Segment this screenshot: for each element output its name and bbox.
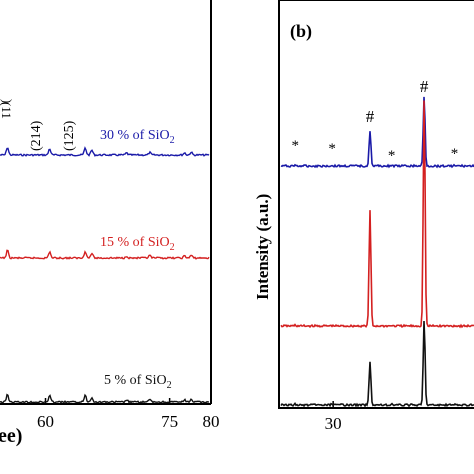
- hash-marker: #: [420, 77, 429, 96]
- peak-label-112-a: (11: [0, 102, 14, 119]
- series-label-15: 15 % of SiO2: [100, 235, 175, 253]
- panel-a-series: [0, 146, 210, 404]
- series-label-5: 5 % of SiO2: [104, 373, 172, 391]
- panel-b-ylabel: Intensity (a.u.): [253, 194, 272, 300]
- panel-a-xtick-label: 60: [37, 412, 54, 431]
- peak-label-125: (125): [62, 120, 77, 151]
- panel-b-label: (b): [290, 21, 312, 42]
- panel-b-series-line: [280, 96, 474, 169]
- panel-a-series-line: [0, 146, 210, 157]
- panel-b-frame: [278, 0, 474, 409]
- peak-label-214: (214): [29, 120, 44, 151]
- star-marker: *: [292, 138, 300, 154]
- peak-label-112-b: ): [0, 99, 15, 103]
- panel-a: 60 75 80 (11 ) (214) (125) 30 % of SiO2 15…: [0, 0, 220, 447]
- panel-a-series-line: [0, 393, 210, 404]
- panel-b-series-line: [280, 321, 474, 408]
- panel-a-xtick-label: 80: [203, 412, 220, 431]
- hash-marker: #: [366, 107, 375, 126]
- panel-a-xlabel: ee): [0, 425, 22, 447]
- panel-b-series: [280, 96, 474, 408]
- panel-b-series-line: [280, 100, 474, 329]
- series-label-30: 30 % of SiO2: [100, 128, 175, 146]
- panel-b-xtick-label: 30: [325, 414, 342, 433]
- star-marker: *: [388, 148, 396, 164]
- star-marker: *: [328, 141, 336, 157]
- panel-b-markers: * * # * # *: [292, 77, 459, 164]
- panel-b: (b) Intensity (a.u.) 30 * * # * # *: [253, 0, 474, 433]
- panel-a-xtick-label: 75: [161, 412, 178, 431]
- star-marker: *: [451, 146, 459, 162]
- panel-a-series-line: [0, 249, 210, 260]
